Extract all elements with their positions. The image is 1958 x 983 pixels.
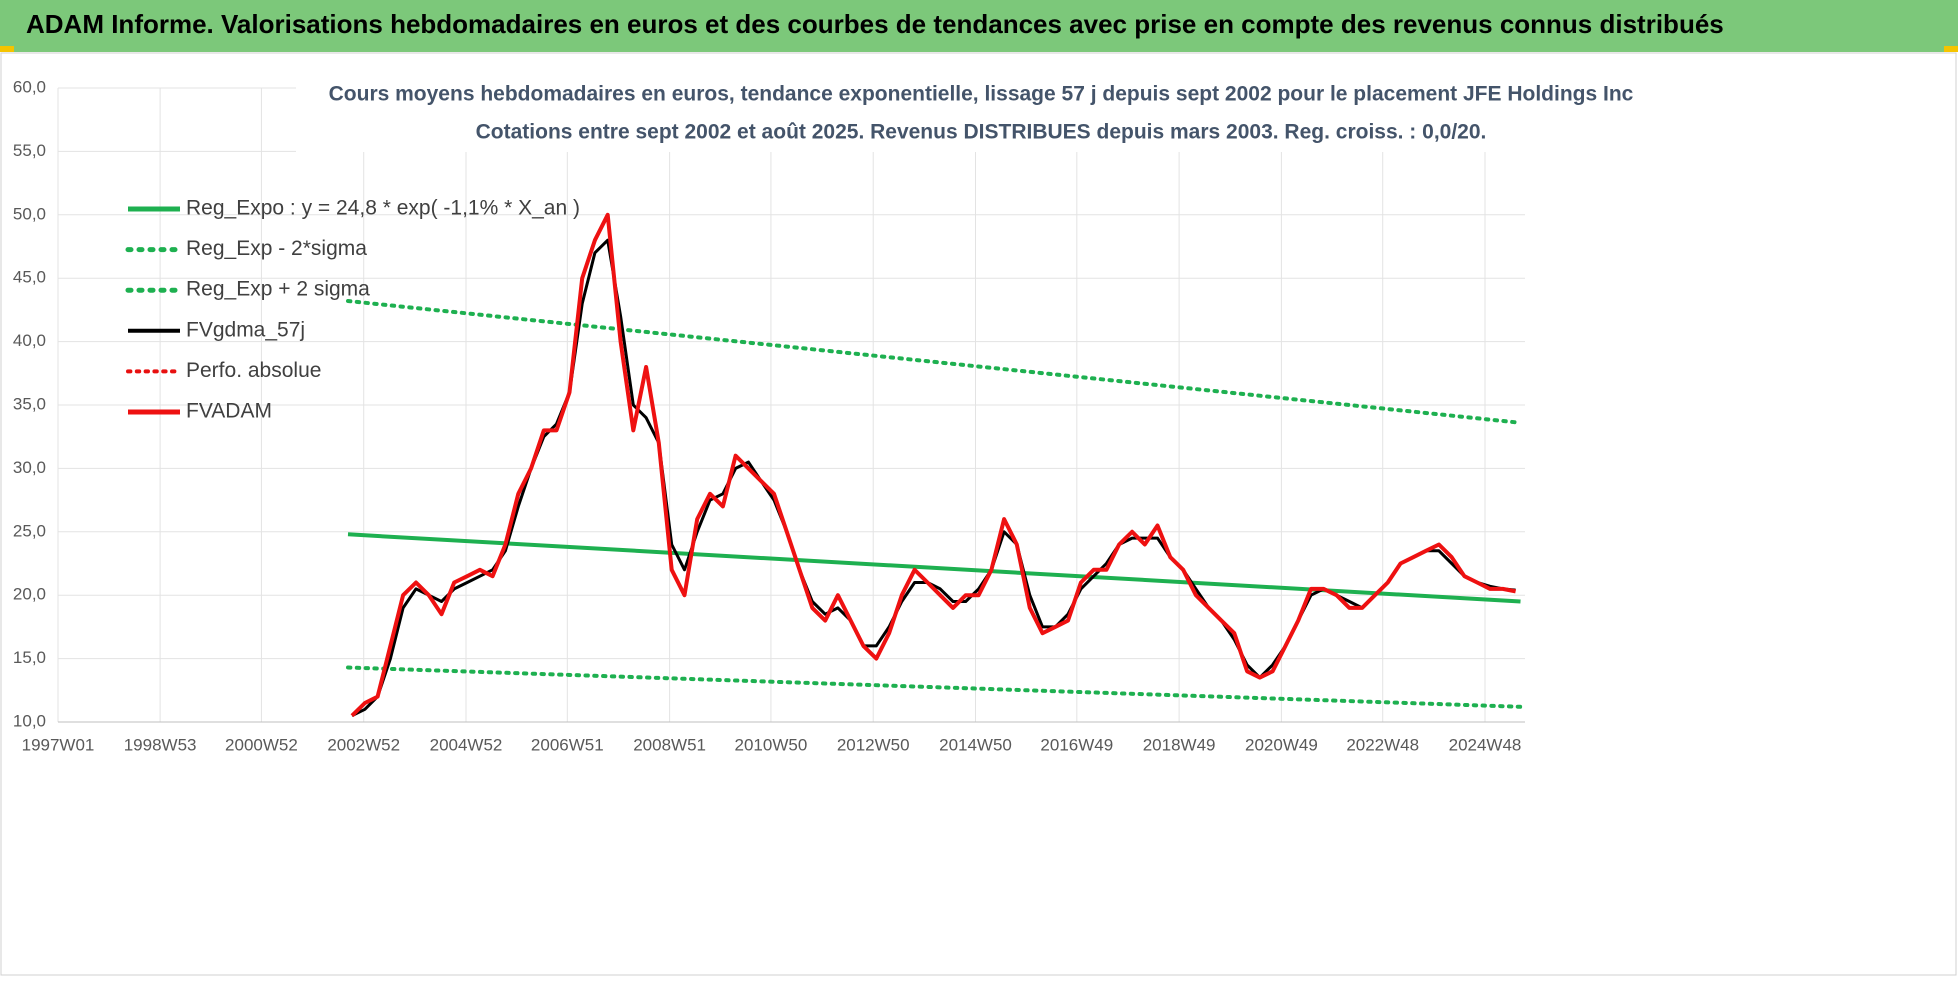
legend-label: FVADAM: [186, 400, 272, 423]
title-backdrop: [296, 80, 1668, 152]
y-tick-label: 35,0: [13, 394, 46, 413]
legend-label: Reg_Exp - 2*sigma: [186, 237, 367, 260]
legend-label: Reg_Exp + 2 sigma: [186, 278, 370, 301]
chart-subtitle: Cotations entre sept 2002 et août 2025. …: [476, 121, 1487, 144]
y-tick-label: 45,0: [13, 268, 46, 287]
y-tick-label: 25,0: [13, 521, 46, 540]
y-tick-label: 30,0: [13, 458, 46, 477]
x-tick-label: 1997W01: [22, 735, 95, 754]
chart-border: [0, 52, 1957, 976]
accent: [1944, 46, 1958, 52]
chart-title: Cours moyens hebdomadaires en euros, ten…: [329, 83, 1634, 106]
legend-label: Reg_Expo : y = 24,8 * exp( -1,1% * X_an …: [186, 197, 580, 220]
x-tick-label: 2016W49: [1040, 735, 1113, 754]
header-bar: [0, 0, 1958, 52]
x-tick-label: 2008W51: [633, 735, 706, 754]
legend-label: FVgdma_57j: [186, 318, 305, 341]
header-title: ADAM Informe. Valorisations hebdomadaire…: [26, 9, 1724, 39]
y-tick-label: 50,0: [13, 204, 46, 223]
series-line: [346, 665, 1523, 709]
x-tick-label: 2000W52: [225, 735, 298, 754]
legend: Reg_Expo : y = 24,8 * exp( -1,1% * X_an …: [125, 197, 580, 423]
y-tick-label: 10,0: [13, 711, 46, 730]
y-tick-label: 55,0: [13, 141, 46, 160]
x-tick-label: 2014W50: [939, 735, 1012, 754]
x-tick-label: 2006W51: [531, 735, 604, 754]
series-line: [346, 299, 1523, 425]
accent: [0, 46, 14, 52]
x-tick-label: 2012W50: [837, 735, 910, 754]
legend-label: Perfo. absolue: [186, 359, 321, 382]
y-tick-label: 60,0: [13, 77, 46, 96]
x-tick-label: 2020W49: [1245, 735, 1318, 754]
plot: 10,0 15,0 20,0 25,0 30,0 35,0 40,0 45,0 50,0 55,0…: [13, 77, 1525, 754]
x-tick-label: 2024W48: [1449, 735, 1522, 754]
x-tick-label: 1998W53: [124, 735, 197, 754]
y-tick-label: 40,0: [13, 331, 46, 350]
series-line: [350, 212, 1516, 718]
x-tick-label: 2022W48: [1346, 735, 1419, 754]
x-tick-label: 2018W49: [1143, 735, 1216, 754]
x-tick-label: 2004W52: [430, 735, 503, 754]
x-tick-label: 2002W52: [327, 735, 400, 754]
x-tick-label: 2010W50: [735, 735, 808, 754]
y-tick-label: 15,0: [13, 648, 46, 667]
y-tick-label: 20,0: [13, 585, 46, 604]
